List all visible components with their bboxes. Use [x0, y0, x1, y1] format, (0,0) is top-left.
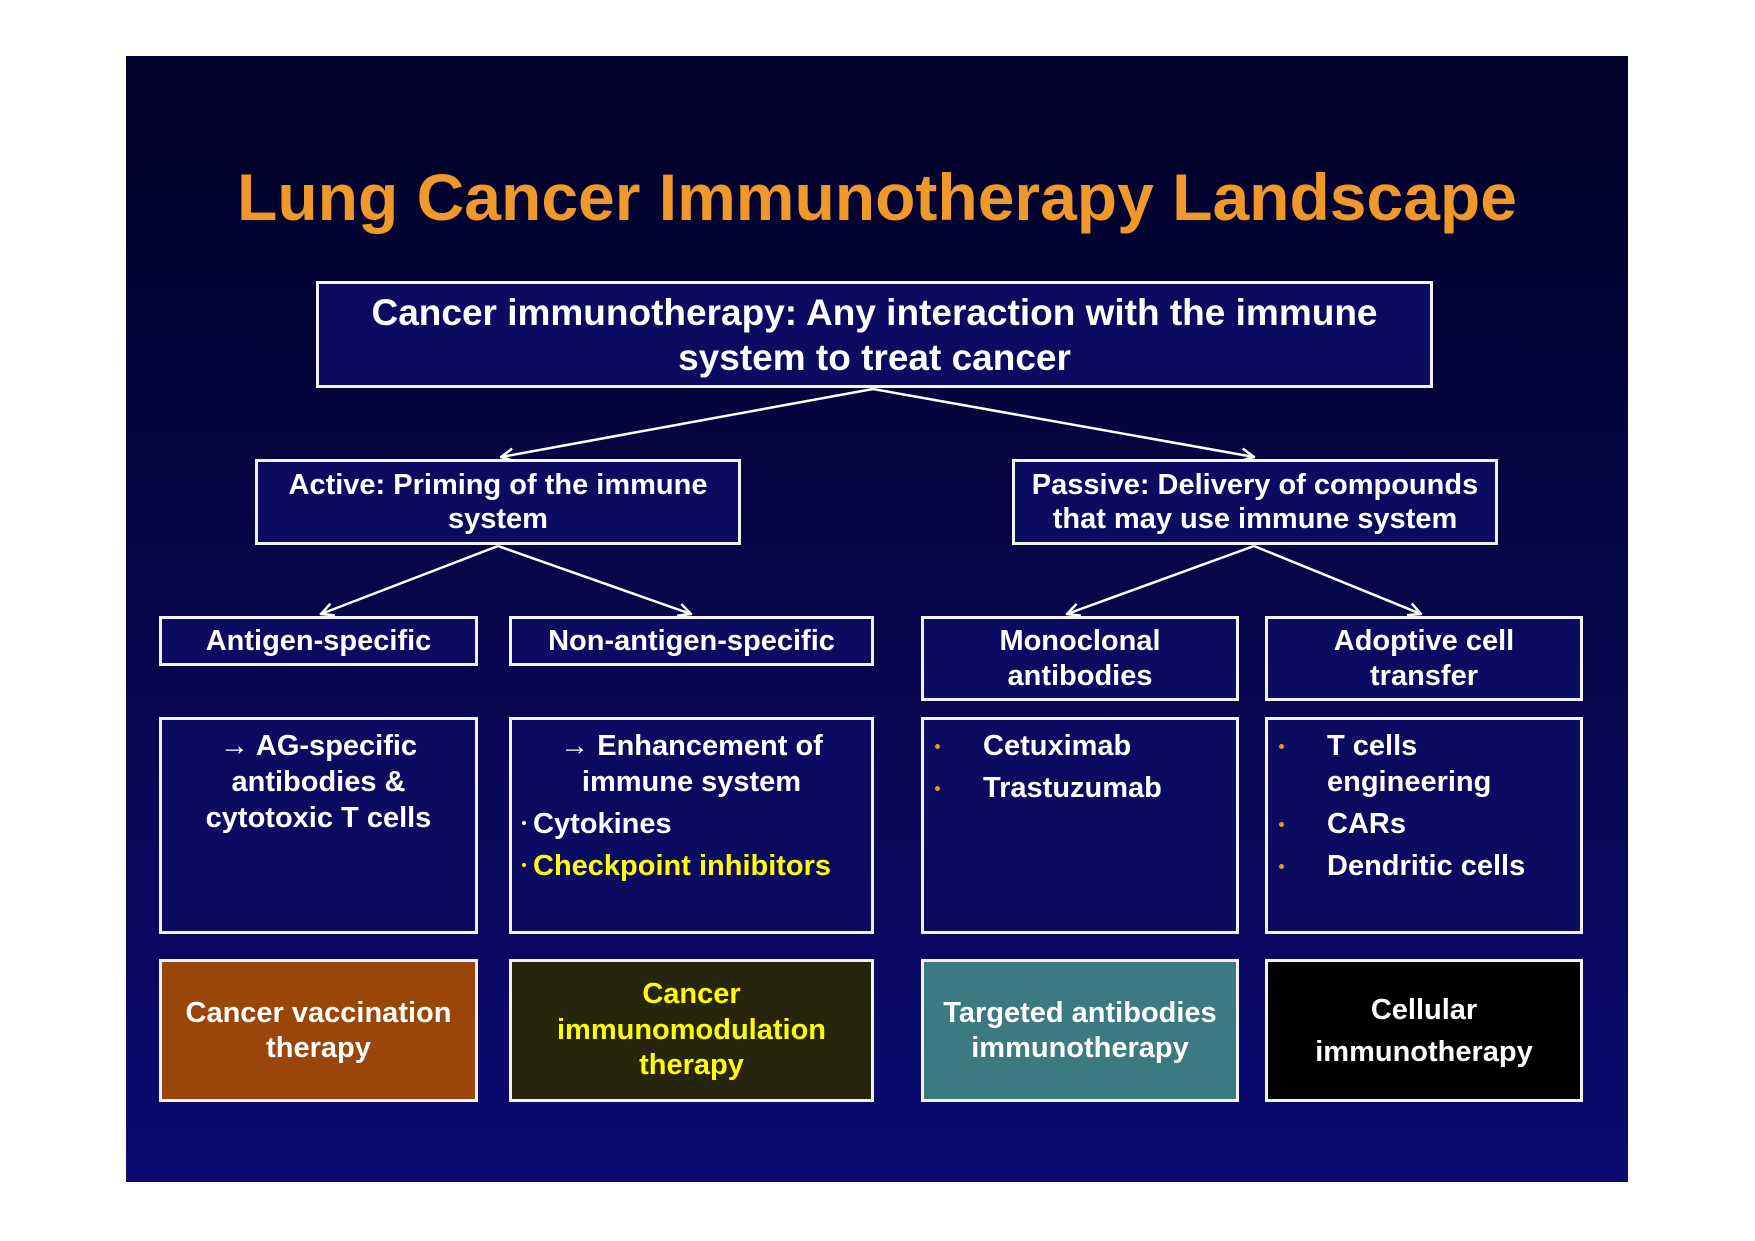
detail-box-antigen-specific: → AG-specific antibodies & cytotoxic T c…	[159, 717, 478, 934]
list-item-checkpoint-inhibitors: Checkpoint inhibitors	[512, 848, 871, 884]
bullet-icon	[1279, 744, 1284, 749]
therapy-label: Cancer	[642, 978, 741, 1011]
detail-box-non-antigen-specific: → Enhancement of immune system Cytokines…	[509, 717, 874, 934]
therapy-label: Targeted antibodies	[943, 996, 1217, 1029]
list-item-cetuximab: Cetuximab	[924, 728, 1236, 764]
therapy-label: Cancer vaccination	[185, 996, 452, 1029]
passive-branch-line: that may use immune system	[1052, 503, 1458, 535]
slide: Lung Cancer Immunotherapy Landscape Canc…	[126, 56, 1628, 1182]
active-branch-line: Active: Priming of the immune	[288, 469, 708, 501]
category-label: Antigen-specific	[205, 624, 432, 657]
detail-box-monoclonal-antibodies: Cetuximab Trastuzumab	[921, 717, 1239, 934]
detail-line: → AG-specific	[219, 730, 418, 762]
category-label: Monoclonal	[999, 624, 1161, 657]
list-item-label: T cells engineering	[1327, 730, 1492, 798]
category-adoptive-cell-transfer: Adoptive cell transfer	[1265, 616, 1583, 701]
active-branch-line: system	[448, 503, 548, 535]
root-definition-line: Cancer immunotherapy: Any interaction wi…	[371, 291, 1378, 333]
list-item-cars: CARs	[1268, 806, 1580, 842]
therapy-label: Cellular	[1370, 993, 1478, 1026]
category-label: Non-antigen-specific	[548, 624, 835, 657]
list-item-label: Dendritic cells	[1327, 850, 1526, 882]
root-definition-box: Cancer immunotherapy: Any interaction wi…	[316, 281, 1433, 388]
category-monoclonal-antibodies: Monoclonal antibodies	[921, 616, 1239, 701]
therapy-cellular-immunotherapy: Cellular immunotherapy	[1265, 959, 1583, 1102]
category-label: Adoptive cell	[1333, 624, 1515, 657]
arrow-passive-to-monoclonal	[1067, 544, 1255, 614]
therapy-label: therapy	[639, 1049, 744, 1082]
detail-line: antibodies &	[231, 766, 406, 798]
list-item-cytokines: Cytokines	[512, 806, 871, 842]
category-label: antibodies	[1007, 659, 1153, 692]
therapy-label: immunomodulation	[556, 1013, 827, 1046]
list-item-label: Cetuximab	[983, 730, 1132, 762]
list-item-label: Checkpoint inhibitors	[533, 850, 832, 882]
list-item-label: Cytokines	[533, 808, 672, 840]
therapy-cancer-vaccination: Cancer vaccination therapy	[159, 959, 478, 1102]
passive-branch-line: Passive: Delivery of compounds	[1031, 469, 1479, 501]
bullet-icon	[522, 821, 526, 826]
bullet-icon	[935, 786, 940, 791]
detail-box-adoptive-cell-transfer: T cells engineering CARs Dendritic cells	[1265, 717, 1583, 934]
arrow-active-to-antigen-specific	[321, 544, 499, 614]
bullet-icon	[1279, 864, 1284, 869]
slide-title: Lung Cancer Immunotherapy Landscape	[237, 160, 1517, 234]
arrow-root-to-active	[501, 387, 874, 457]
therapy-label: immunotherapy	[971, 1031, 1189, 1064]
passive-branch-box: Passive: Delivery of compounds that may …	[1012, 459, 1498, 545]
arrow-root-to-passive	[872, 387, 1254, 457]
list-item-dendritic-cells: Dendritic cells	[1268, 848, 1580, 884]
list-item-label: CARs	[1327, 808, 1406, 840]
detail-line: cytotoxic T cells	[205, 802, 432, 834]
therapy-label: immunotherapy	[1315, 1035, 1533, 1068]
therapy-label: therapy	[266, 1031, 371, 1064]
list-item-trastuzumab: Trastuzumab	[924, 770, 1236, 806]
bullet-icon	[935, 744, 940, 749]
bullet-icon	[1279, 822, 1284, 827]
detail-line: → Enhancement of	[560, 730, 823, 762]
list-item-t-cells-engineering: T cells engineering	[1268, 728, 1580, 800]
root-definition-line: system to treat cancer	[678, 336, 1071, 378]
active-branch-box: Active: Priming of the immune system	[255, 459, 741, 545]
category-non-antigen-specific: Non-antigen-specific	[509, 616, 874, 666]
bullet-icon	[522, 863, 526, 868]
category-antigen-specific: Antigen-specific	[159, 616, 478, 666]
arrow-active-to-non-antigen-specific	[497, 544, 691, 614]
list-item-label: Trastuzumab	[983, 772, 1162, 804]
arrow-passive-to-adoptive	[1253, 544, 1421, 614]
detail-line: immune system	[581, 766, 802, 798]
category-label: transfer	[1370, 659, 1478, 692]
therapy-targeted-antibodies: Targeted antibodies immunotherapy	[921, 959, 1239, 1102]
therapy-cancer-immunomodulation: Cancer immunomodulation therapy	[509, 959, 874, 1102]
